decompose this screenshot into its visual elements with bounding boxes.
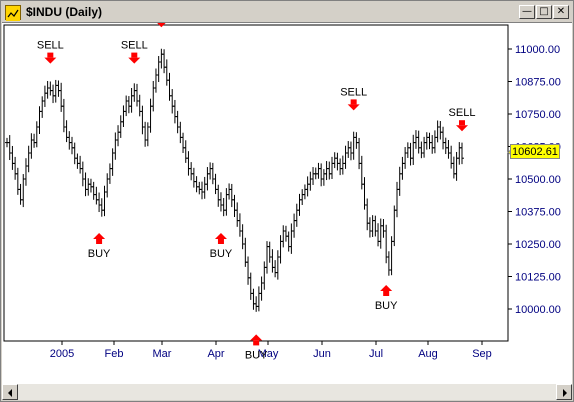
maximize-button[interactable]: □: [536, 5, 552, 19]
chart-app-icon: [6, 8, 20, 21]
x-tick-label: Jul: [369, 348, 383, 360]
sell-arrow-icon: [456, 125, 468, 132]
y-tick-label: 10250.00: [515, 239, 561, 251]
y-tick-label: 10500.00: [515, 174, 561, 186]
y-tick-label: 10000.00: [515, 304, 561, 316]
scroll-right-button[interactable]: [556, 384, 572, 400]
buy-arrow-icon: [93, 233, 106, 239]
x-tick-label: Aug: [418, 348, 438, 360]
x-tick-label: Apr: [207, 348, 224, 360]
sell-arrow-icon: [47, 52, 54, 58]
horizontal-scrollbar[interactable]: [2, 383, 572, 400]
buy-signal-label: BUY: [245, 349, 268, 361]
x-tick-label: 2005: [50, 348, 74, 360]
sell-arrow-icon: [347, 104, 360, 111]
sell-arrow-icon: [44, 57, 57, 64]
buy-signal-label: BUY: [210, 248, 233, 260]
minimize-button[interactable]: —: [519, 5, 535, 19]
arrow-right-icon: [563, 389, 567, 397]
last-price-badge: 10602.61: [510, 144, 560, 159]
y-tick-label: 10750.00: [515, 109, 561, 121]
sell-arrow-icon: [157, 23, 166, 28]
buy-signal-label: BUY: [88, 248, 111, 260]
buy-arrow-icon: [253, 340, 260, 346]
y-tick-label: 10375.00: [515, 207, 561, 219]
price-chart[interactable]: 11000.0010875.0010750.0010625.0010500.00…: [2, 23, 572, 383]
x-tick-label: Sep: [472, 348, 492, 360]
sell-signal-label: SELL: [340, 86, 367, 98]
app-icon: [5, 5, 21, 21]
window-title: $INDU (Daily): [26, 5, 103, 19]
buy-signal-label: BUY: [375, 300, 398, 312]
sell-signal-label: SELL: [37, 40, 64, 52]
y-tick-label: 10125.00: [515, 272, 561, 284]
minimize-icon: —: [522, 6, 532, 17]
y-tick-label: 11000.00: [515, 44, 560, 56]
sell-arrow-icon: [350, 99, 357, 105]
plot-border: [3, 24, 509, 342]
sell-signal-label: SELL: [121, 40, 148, 52]
arrow-left-icon: [8, 389, 12, 397]
x-tick-label: Feb: [105, 348, 124, 360]
buy-arrow-icon: [250, 334, 263, 341]
buy-arrow-icon: [217, 239, 224, 244]
sell-arrow-icon: [128, 57, 141, 64]
buy-arrow-icon: [383, 291, 390, 296]
scroll-left-button[interactable]: [2, 384, 18, 400]
sell-arrow-icon: [459, 120, 465, 126]
buy-arrow-icon: [214, 233, 227, 239]
x-tick-label: Jun: [313, 348, 331, 360]
buy-arrow-icon: [380, 285, 393, 291]
chart-plot-area[interactable]: 11000.0010875.0010750.0010625.0010500.00…: [2, 22, 572, 383]
x-tick-label: May: [258, 348, 279, 360]
sell-signal-label: SELL: [449, 107, 476, 119]
buy-arrow-icon: [96, 239, 103, 244]
y-tick-label: 10875.00: [515, 77, 561, 89]
sell-arrow-icon: [131, 52, 138, 58]
title-bar[interactable]: $INDU (Daily) — □ ✕: [2, 2, 572, 22]
x-tick-label: Mar: [153, 348, 172, 360]
close-icon: ✕: [556, 6, 566, 17]
maximize-icon: □: [539, 6, 549, 17]
close-button[interactable]: ✕: [553, 5, 569, 19]
